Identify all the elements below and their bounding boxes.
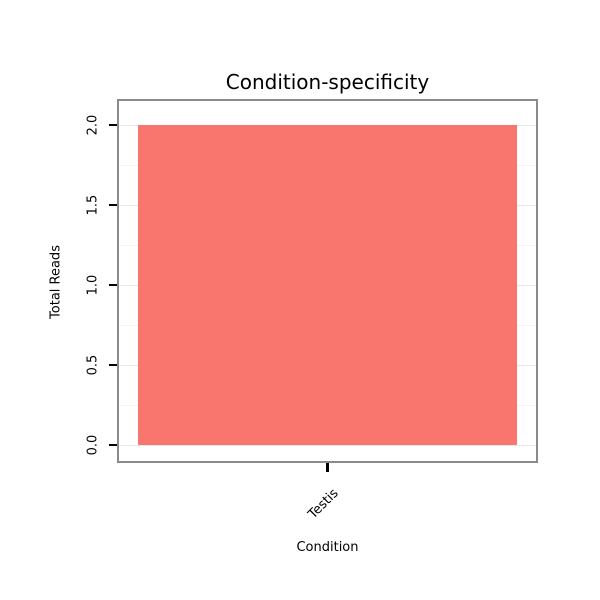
y-axis-label: Total Reads bbox=[48, 245, 64, 319]
plot-panel bbox=[117, 99, 538, 463]
x-tick-label: Testis bbox=[305, 486, 342, 523]
y-tick-mark bbox=[109, 204, 117, 206]
y-tick-mark bbox=[109, 364, 117, 366]
x-axis-label: Condition bbox=[296, 540, 359, 555]
y-tick-label: 0.0 bbox=[85, 434, 101, 456]
y-tick-label: 1.0 bbox=[85, 274, 101, 296]
gridline-major bbox=[119, 445, 536, 446]
bar-testis bbox=[137, 125, 518, 445]
y-tick-mark bbox=[109, 444, 117, 446]
x-tick-mark bbox=[326, 463, 329, 472]
y-tick-label: 2.0 bbox=[85, 114, 101, 136]
chart-title: Condition-specificity bbox=[225, 70, 430, 94]
y-tick-label: 1.5 bbox=[85, 194, 101, 216]
y-tick-mark bbox=[109, 284, 117, 286]
y-tick-label: 0.5 bbox=[85, 354, 101, 376]
y-tick-mark bbox=[109, 124, 117, 126]
